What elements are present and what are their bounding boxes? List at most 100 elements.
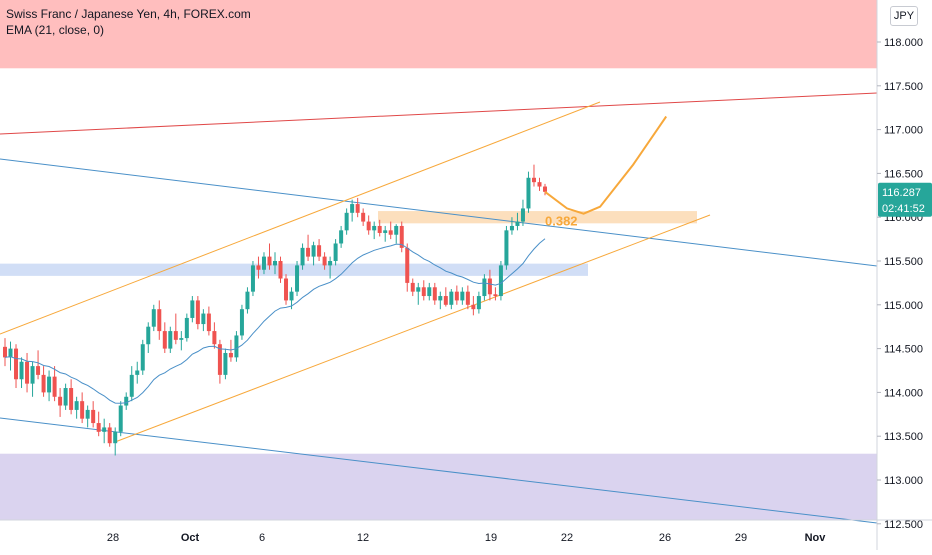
time-tick-label: 22 [561,532,573,544]
candle-body [102,427,107,432]
candle-body [454,291,459,301]
current-price-tag [878,182,932,217]
candle-body [245,291,250,310]
candle-body [405,247,410,283]
candle-body [427,287,432,297]
candle-body [184,317,189,339]
candle-body [173,331,178,340]
candle-body [361,212,366,222]
resistance-zone [0,0,877,69]
candle-body [14,348,19,380]
candle-body [157,309,162,332]
candle-body [201,313,206,325]
time-tick-label: Nov [805,532,827,544]
blue-trendline-upper[interactable] [0,158,878,267]
candle-body [410,282,415,292]
time-tick-label: 26 [659,532,671,544]
time-tick-label: 28 [107,532,119,544]
candle-body [47,376,52,393]
ema-line [4,238,546,404]
candle-body [217,344,222,375]
candle-body [471,304,476,310]
candle-body [278,261,283,279]
candle-body [162,331,167,349]
candle-body [350,204,355,213]
fib-level-label: 0.382 [545,214,578,229]
price-tick-label: 117.000 [884,125,923,137]
candle-body [261,256,266,270]
price-tick-label: 118.000 [884,37,923,49]
candle-body [344,212,349,231]
channel-upper-line[interactable] [0,101,601,335]
candle-body [36,366,41,375]
candle-body [223,352,228,375]
candle-body [449,291,454,305]
candle-body [3,346,7,358]
candle-body [80,401,85,419]
fib-zone [378,211,697,224]
candle-body [432,287,437,301]
candle-body [58,396,63,406]
candle-body [306,247,311,257]
candle-body [509,225,514,231]
time-tick-label: 19 [485,532,497,544]
symbol-title: Swiss Franc / Japanese Yen, 4h, FOREX.co… [6,7,251,21]
candle-body [394,225,399,235]
candle-body [543,186,547,192]
price-tick-label: 117.500 [884,81,923,93]
price-tick-label: 116.500 [884,168,923,180]
demand-zone-low [0,453,877,520]
candle-body [91,409,96,424]
candle-body [179,338,184,340]
candle-body [520,208,525,222]
candle-body [63,388,68,406]
candle-body [487,278,492,295]
candle-body [118,405,123,432]
candle-body [212,331,217,345]
candle-body [515,221,520,226]
projection-path[interactable] [544,115,668,215]
candle-body [372,225,377,231]
candle-body [300,247,305,266]
candle-body [19,361,24,380]
candle-body [234,335,239,358]
candle-body [206,313,211,332]
time-tick-label: 6 [259,532,265,544]
candle-body [239,309,244,336]
candle-body [146,326,151,345]
candle-body [460,291,465,301]
candle-body [284,278,289,301]
candle-body [317,245,322,257]
price-tick-label: 115.500 [884,256,923,268]
candle-body [311,245,316,257]
candle-body [328,261,333,266]
candle-body [41,374,46,393]
candle-body [377,225,382,233]
candle-body [228,352,233,358]
candle-body [113,431,118,444]
support-zone-mid [0,263,588,276]
current-price-value: 116.287 [882,187,921,199]
candle-body [295,265,300,292]
time-tick-label: Oct [181,532,200,544]
price-tick-label: 113.500 [884,431,923,443]
candle-body [383,230,388,233]
candle-body [107,427,112,444]
candle-body [443,296,448,305]
bar-countdown: 02:41:52 [882,203,925,215]
candle-body [151,309,156,327]
currency-button[interactable]: JPY [890,6,918,26]
candle-body [140,344,145,371]
candle-body [388,230,393,235]
candle-body [25,361,30,384]
channel-lower-line[interactable] [114,214,711,443]
resistance-trendline[interactable] [0,92,878,135]
blue-trendline-lower[interactable] [0,417,878,524]
time-tick-label: 12 [357,532,369,544]
candle-body [256,265,261,270]
chart-legend: Swiss Franc / Japanese Yen, 4h, FOREX.co… [6,6,251,38]
candle-body [476,296,481,310]
candle-body [465,291,470,305]
